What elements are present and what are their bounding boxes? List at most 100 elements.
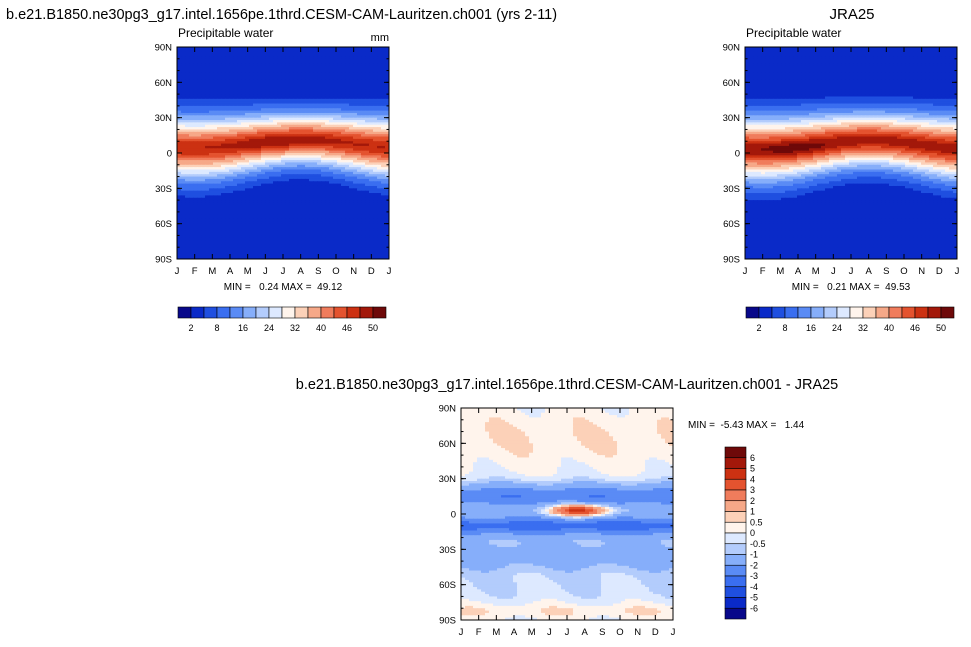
- contour-cell: [201, 183, 206, 187]
- contour-cell: [345, 214, 350, 218]
- contour-cell: [189, 82, 194, 86]
- contour-cell: [381, 91, 386, 95]
- contour-cell: [257, 47, 262, 50]
- contour-cell: [297, 129, 302, 133]
- contour-cell: [241, 176, 246, 180]
- contour-cell: [285, 153, 290, 156]
- contour-cell: [209, 54, 214, 58]
- contour-cell: [281, 178, 286, 182]
- contour-cell: [321, 145, 326, 149]
- contour-cell: [337, 155, 342, 159]
- contour-cell: [213, 141, 218, 145]
- contour-cell: [321, 72, 326, 76]
- contour-cell: [181, 169, 186, 173]
- contour-cell: [325, 141, 330, 145]
- contour-cell: [385, 207, 389, 211]
- contour-cell: [273, 89, 278, 93]
- contour-cell: [185, 141, 190, 145]
- contour-cell: [289, 153, 294, 156]
- contour-cell: [321, 218, 326, 222]
- contour-cell: [297, 251, 302, 255]
- contour-cell: [329, 190, 334, 194]
- contour-cell: [189, 143, 194, 147]
- contour-cell: [237, 233, 242, 237]
- contour-cell: [201, 134, 206, 138]
- contour-cell: [301, 108, 306, 112]
- contour-cell: [253, 164, 258, 168]
- contour-cell: [189, 96, 194, 100]
- contour-cell: [281, 185, 286, 189]
- contour-cell: [217, 124, 222, 128]
- contour-cell: [301, 216, 306, 220]
- contour-cell: [257, 164, 262, 168]
- contour-cell: [337, 153, 342, 156]
- contour-cell: [317, 178, 322, 182]
- contour-cell: [205, 143, 210, 147]
- contour-cell: [233, 84, 238, 88]
- contour-cell: [189, 190, 194, 194]
- contour-cell: [273, 136, 278, 140]
- contour-cell: [273, 237, 278, 241]
- contour-cell: [261, 214, 266, 218]
- contour-cell: [241, 51, 246, 55]
- contour-cell: [217, 138, 222, 142]
- contour-cell: [281, 112, 286, 116]
- contour-cell: [289, 157, 294, 161]
- contour-cell: [201, 214, 206, 218]
- contour-cell: [293, 131, 298, 135]
- contour-cell: [321, 167, 326, 171]
- contour-cell: [209, 49, 214, 53]
- contour-cell: [385, 256, 389, 259]
- contour-cell: [377, 164, 382, 168]
- contour-cell: [245, 94, 250, 98]
- contour-cell: [341, 197, 346, 201]
- contour-cell: [209, 70, 214, 74]
- contour-cell: [237, 181, 242, 185]
- contour-cell: [281, 134, 286, 138]
- contour-cell: [177, 94, 182, 98]
- contour-cell: [177, 124, 182, 128]
- contour-cell: [205, 49, 210, 53]
- contour-cell: [837, 47, 842, 50]
- contour-cell: [309, 91, 314, 95]
- contour-cell: [313, 138, 318, 142]
- contour-cell: [193, 94, 198, 98]
- contour-cell: [293, 251, 298, 255]
- contour-cell: [241, 256, 246, 259]
- contour-cell: [189, 101, 194, 105]
- contour-cell: [309, 72, 314, 76]
- contour-cell: [233, 150, 238, 154]
- contour-cell: [293, 160, 298, 164]
- contour-cell: [381, 63, 386, 67]
- contour-cell: [365, 79, 370, 83]
- contour-cell: [365, 169, 370, 173]
- contour-cell: [245, 181, 250, 185]
- contour-cell: [369, 237, 374, 241]
- contour-cell: [301, 134, 306, 138]
- contour-cell: [253, 68, 258, 72]
- contour-cell: [357, 148, 362, 152]
- contour-cell: [193, 200, 198, 204]
- contour-cell: [349, 176, 354, 180]
- contour-cell: [365, 183, 370, 187]
- contour-cell: [333, 216, 338, 220]
- contour-cell: [377, 94, 382, 98]
- contour-cell: [381, 138, 386, 142]
- contour-cell: [245, 211, 250, 215]
- contour-cell: [205, 181, 210, 185]
- contour-cell: [353, 82, 358, 86]
- contour-cell: [321, 89, 326, 93]
- contour-cell: [193, 75, 198, 79]
- contour-cell: [309, 105, 314, 109]
- contour-cell: [209, 200, 214, 204]
- contour-cell: [225, 200, 230, 204]
- contour-cell: [253, 247, 258, 251]
- contour-cell: [241, 129, 246, 133]
- contour-cell: [177, 143, 182, 147]
- contour-cell: [253, 209, 258, 213]
- contour-cell: [201, 167, 206, 171]
- contour-cell: [321, 221, 326, 225]
- contour-cell: [301, 124, 306, 128]
- contour-cell: [205, 110, 210, 114]
- contour-cell: [261, 209, 266, 213]
